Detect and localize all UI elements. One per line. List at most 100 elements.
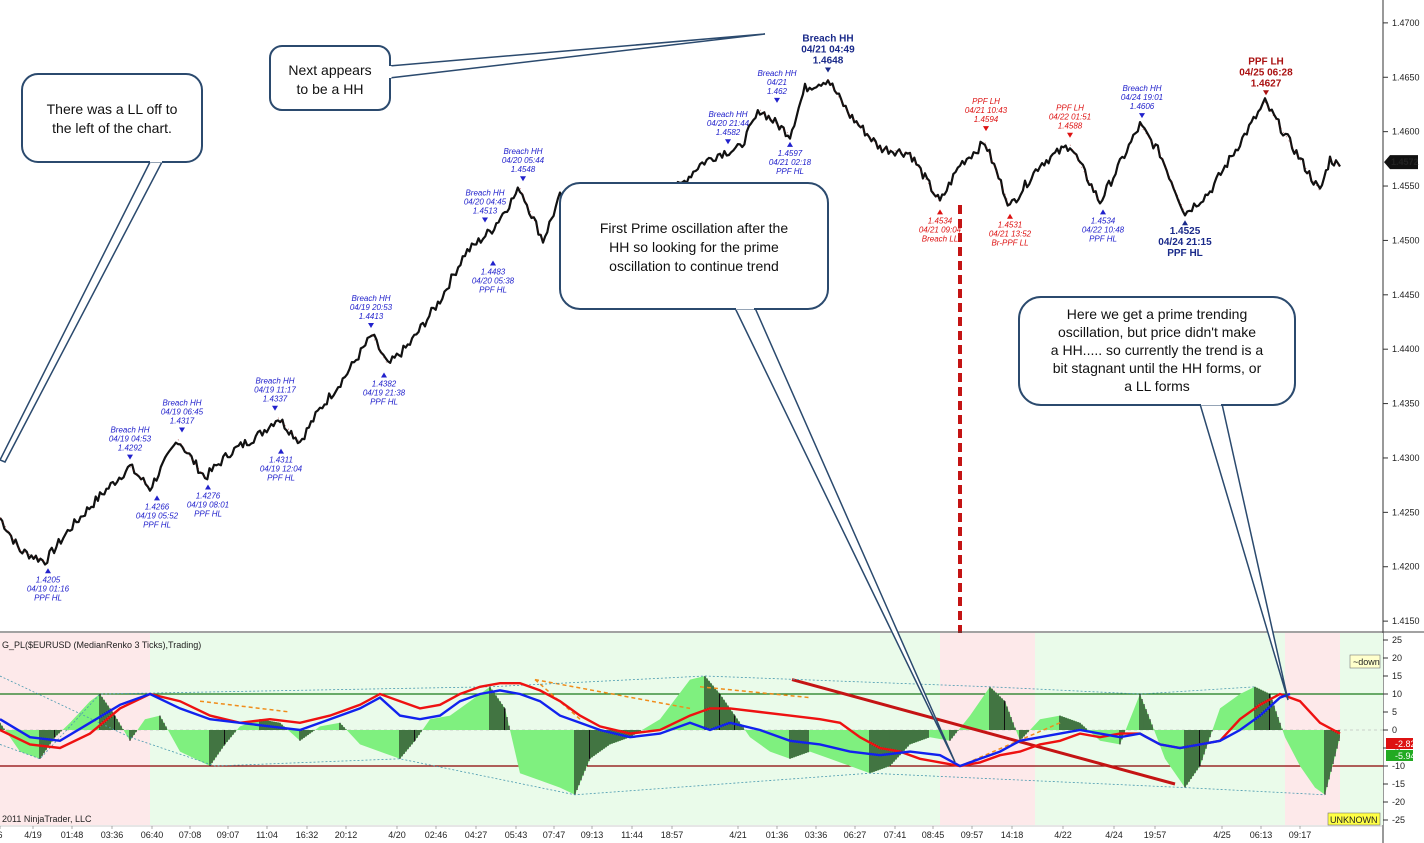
price-down-segment (371, 334, 389, 366)
marker-label: 1.4205 (36, 575, 61, 584)
time-tick-label: 01:48 (61, 830, 84, 840)
marker-label: 04/19 21:38 (363, 389, 406, 398)
marker-label: 1.4483 (481, 267, 506, 276)
callouts: There was a LL off to the left of the ch… (0, 33, 1296, 763)
marker-label: PPF LH (1056, 104, 1084, 113)
marker-label: 04/19 11:17 (254, 386, 296, 395)
time-tick-label: 06:27 (844, 830, 867, 840)
marker-label: 04/21 13:52 (989, 230, 1032, 239)
price-tick-label: 1.4450 (1392, 290, 1420, 300)
time-tick-label: 03:36 (101, 830, 124, 840)
marker-label: 04/19 12:04 (260, 465, 303, 474)
marker-arrow-up (1100, 209, 1106, 215)
marker-label: Breach HH (162, 398, 201, 407)
time-tick-label: 07:47 (543, 830, 566, 840)
time-tick-label: 01:36 (766, 830, 789, 840)
marker-label: PPF LH (972, 97, 1000, 106)
marker-arrow-down (127, 454, 133, 460)
marker-arrow-down (179, 427, 185, 433)
marker-label: 1.4292 (118, 444, 143, 453)
marker-label: 04/25 06:28 (1239, 67, 1293, 78)
marker-arrow-up (787, 141, 793, 147)
marker-label: 1.4531 (998, 221, 1022, 230)
time-tick-label: 11:44 (621, 830, 643, 840)
marker-label: 1.4317 (170, 416, 195, 425)
price-down-segment (1159, 153, 1186, 214)
copyright-label: 2011 NinjaTrader, LLC (2, 814, 92, 824)
price-tick-label: 1.4200 (1392, 562, 1420, 572)
marker-label: 04/20 21:44 (707, 119, 750, 128)
signal-line-blue (0, 689, 1291, 768)
marker-label: Breach HH (1122, 84, 1161, 93)
marker-arrow-down (520, 176, 526, 182)
callout-prime-trending: Here we get a prime trending oscillation… (1018, 296, 1296, 701)
callout-line: a HH..... so currently the trend is a (1051, 342, 1264, 358)
marker-label: 04/21 04:49 (801, 44, 855, 55)
marker-label: 04/19 04:53 (109, 435, 152, 444)
marker-arrow-down (1139, 113, 1145, 119)
marker-label: PPF HL (194, 510, 222, 519)
marker-label: PPF HL (267, 474, 295, 483)
time-tick-label: 06:13 (1250, 830, 1273, 840)
time-tick-label: 18:57 (661, 830, 684, 840)
indicator-tick-label: -25 (1392, 815, 1405, 825)
time-tick-label: 4/19 (24, 830, 42, 840)
marker-label: 1.4266 (145, 502, 170, 511)
marker-label: PPF HL (1167, 248, 1203, 259)
marker-label: 1.4606 (1130, 102, 1155, 111)
marker-label: 1.4597 (778, 149, 803, 158)
price-down-segment (277, 417, 301, 442)
marker-arrow-down (272, 405, 278, 411)
marker-label: Breach HH (708, 110, 747, 119)
indicator-tick-label: -10 (1392, 761, 1405, 771)
marker-label: 04/19 20:53 (350, 303, 393, 312)
status-unknown-badge: UNKNOWN (1330, 815, 1378, 825)
marker-label: PPF HL (479, 285, 507, 294)
readout-red: -2.82 (1395, 739, 1416, 749)
marker-arrow-down (825, 67, 831, 73)
time-tick-label: 06:40 (141, 830, 164, 840)
time-tick-label: 16:32 (296, 830, 319, 840)
marker-label: 1.4337 (263, 395, 288, 404)
marker-label: 04/24 19:01 (1121, 93, 1163, 102)
orange-trendline (199, 700, 291, 713)
marker-label: 04/19 08:01 (187, 501, 229, 510)
marker-arrow-up (1007, 213, 1013, 219)
marker-label: 1.4648 (813, 55, 844, 66)
orange-trendline (699, 686, 811, 699)
marker-label: 1.4582 (716, 128, 741, 137)
callout-line: bit stagnant until the HH forms, or (1053, 360, 1262, 376)
marker-label: 1.4627 (1251, 78, 1282, 89)
marker-label: 04/21 (767, 78, 787, 87)
marker-label: 1.4413 (359, 312, 384, 321)
marker-label: Breach LL (922, 234, 958, 243)
callout-line: Here we get a prime trending (1067, 306, 1248, 322)
marker-arrow-up (937, 209, 943, 215)
marker-label: Breach HH (255, 377, 294, 386)
callout-line: oscillation to continue trend (609, 258, 779, 274)
indicator-tick-label: -15 (1392, 779, 1405, 789)
marker-arrow-up (1182, 220, 1188, 226)
marker-arrow-up (381, 372, 387, 378)
price-tick-label: 1.4500 (1392, 235, 1420, 245)
callout-next-hh: Next appears to be a HH (269, 33, 766, 111)
indicator-title: G_PL($EURUSD (MedianRenko 3 Ticks),Tradi… (2, 640, 201, 650)
callout-line: Next appears (288, 62, 371, 78)
marker-label: PPF HL (370, 398, 398, 407)
callout-ll-off-left: There was a LL off to the left of the ch… (0, 73, 203, 463)
marker-label: 04/19 06:45 (161, 407, 204, 416)
price-tick-label: 1.4550 (1392, 181, 1420, 191)
marker-label: 1.4588 (1058, 122, 1083, 131)
